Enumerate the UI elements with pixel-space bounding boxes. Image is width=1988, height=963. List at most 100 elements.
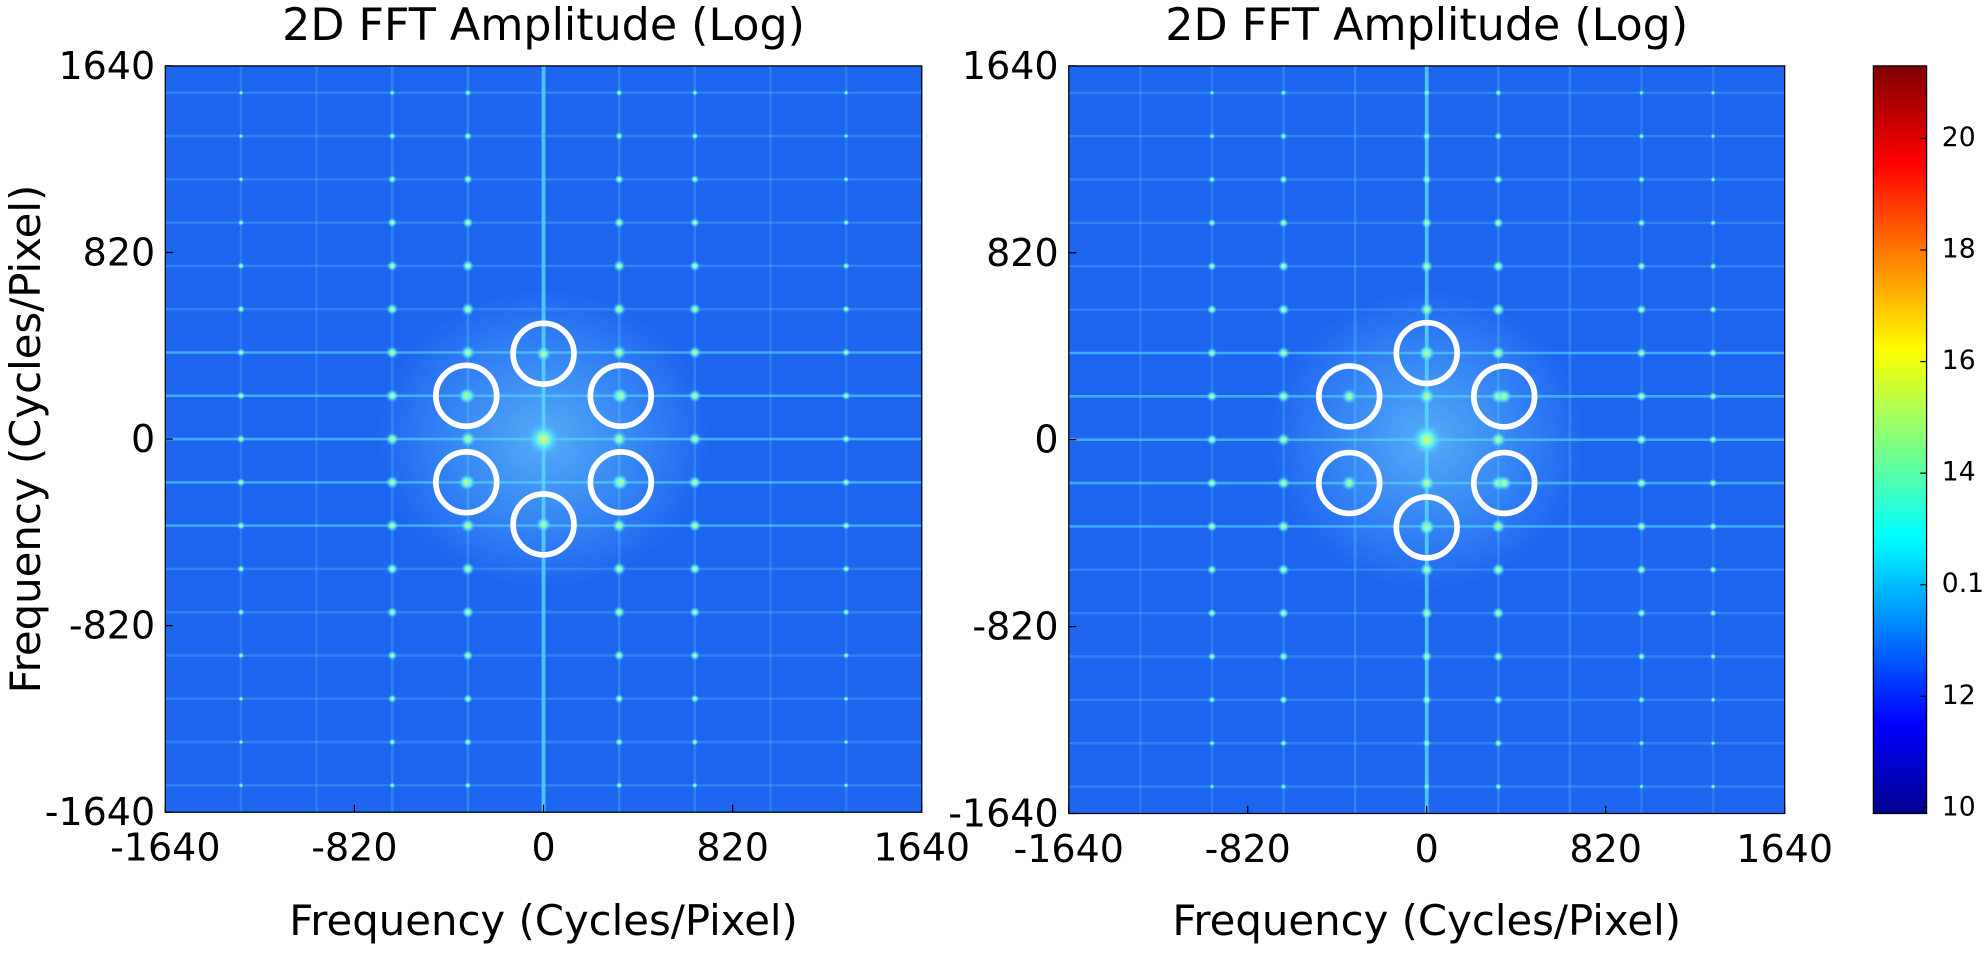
lattice-spot (1422, 739, 1431, 748)
lattice-spot (1418, 474, 1435, 492)
lattice-spot (1708, 392, 1718, 401)
lattice-spot (1493, 695, 1503, 705)
y-tick-label: -1640 (45, 790, 155, 834)
lattice-spot (1493, 217, 1504, 229)
peak-circle (587, 362, 655, 430)
lattice-spot (1492, 260, 1505, 273)
lattice-spot (1419, 562, 1434, 577)
lattice-spot (1710, 740, 1716, 746)
lattice-spot (843, 176, 849, 183)
lattice-spot (387, 650, 398, 661)
x-axis-label: Frequency (Cycles/Pixel) (1172, 896, 1681, 945)
y-tick-label: 0 (131, 417, 155, 461)
peak-spot (1341, 475, 1357, 491)
lattice-spot (236, 434, 246, 444)
y-axis-label: Frequency (Cycles/Pixel) (1, 185, 50, 694)
lattice-spot (841, 478, 851, 487)
lattice-spot (1209, 784, 1215, 790)
lattice-spot (1278, 651, 1289, 662)
lattice-spot (1491, 519, 1506, 534)
lattice-spot (1206, 434, 1218, 446)
title: 2D FFT Amplitude (Log) (1165, 0, 1688, 51)
lattice-spot (1638, 90, 1645, 96)
lattice-spot (387, 217, 398, 228)
peak-circle (433, 449, 500, 516)
lattice-spot (1708, 435, 1718, 444)
lattice-spot (1277, 303, 1290, 316)
lattice-spot (691, 738, 699, 746)
lattice-spot (1636, 521, 1647, 532)
lattice-spot (688, 519, 702, 532)
lattice-spot (386, 563, 399, 575)
colorbar-tick-label: 18 (1942, 233, 1976, 264)
lattice-spot (237, 262, 245, 270)
lattice-spot (386, 303, 399, 315)
lattice-spot (1277, 563, 1290, 576)
lattice-spot (460, 345, 475, 360)
lattice-spot (1637, 696, 1646, 704)
lattice-spot (688, 475, 702, 489)
center-spot (528, 423, 559, 455)
lattice-spot (1638, 784, 1645, 790)
x-axis-label: Frequency (Cycles/Pixel) (289, 896, 798, 945)
lattice-spot (1208, 740, 1215, 747)
lattice-spot (1710, 697, 1716, 703)
center-spot (1411, 424, 1442, 455)
colorbar-tick-label: 12 (1942, 680, 1976, 711)
lattice-spot (689, 303, 701, 315)
lattice-spot (238, 90, 244, 96)
y-tick-label: -820 (972, 605, 1058, 649)
lattice-spot (611, 431, 627, 447)
lattice-spot (237, 219, 245, 226)
lattice-spot (1491, 345, 1506, 361)
x-tick-label: 820 (696, 826, 769, 870)
lattice-spot (1418, 388, 1435, 405)
lattice-spot (1207, 261, 1217, 271)
lattice-spot (1494, 739, 1503, 748)
lattice-spot (615, 738, 624, 747)
lattice-spot (236, 348, 246, 357)
lattice-spot (1708, 348, 1718, 358)
lattice-spot (464, 89, 472, 97)
lattice-spot (1279, 695, 1288, 705)
lattice-spot (1638, 133, 1645, 140)
lattice-spot (461, 606, 474, 619)
x-tick-label: 1640 (873, 826, 970, 870)
lattice-spot (1207, 218, 1216, 227)
lattice-spot (1279, 175, 1288, 184)
lattice-spot (386, 519, 399, 532)
peak-spot (458, 474, 474, 490)
lattice-spot (689, 260, 701, 272)
lattice-spot (1422, 132, 1431, 141)
lattice-spot (1277, 520, 1290, 533)
lattice-spot (389, 89, 396, 96)
lattice-spot (1421, 695, 1432, 705)
lattice-spot (1637, 175, 1646, 184)
lattice-spot (236, 391, 246, 401)
lattice-spot (614, 694, 624, 704)
lattice-spot (690, 650, 700, 661)
lattice-spot (1709, 219, 1717, 227)
lattice-spot (1423, 783, 1431, 790)
peak-spot (535, 516, 552, 532)
y-tick-label: 1640 (58, 44, 155, 88)
y-tick-label: 820 (986, 231, 1059, 275)
lattice-spot (689, 606, 701, 618)
peak-spot (535, 346, 552, 362)
lattice-spot (1636, 434, 1647, 446)
lattice-spot (614, 174, 624, 184)
lattice-spot (690, 694, 700, 703)
lattice-spot (1495, 89, 1502, 97)
lattice-spot (389, 782, 396, 789)
peak-circle (1393, 494, 1460, 561)
peak-spot (1419, 519, 1435, 536)
lattice-spot (1207, 564, 1217, 575)
lattice-spot (1636, 477, 1647, 489)
lattice-spot (238, 739, 244, 745)
lattice-spot (1710, 784, 1716, 790)
lattice-spot (1421, 651, 1433, 662)
lattice-spot (843, 133, 849, 139)
lattice-spot (842, 219, 850, 226)
lattice-spot (1709, 262, 1717, 270)
lattice-spot (464, 782, 472, 789)
